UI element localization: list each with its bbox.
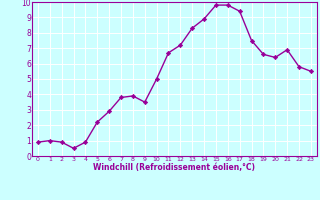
X-axis label: Windchill (Refroidissement éolien,°C): Windchill (Refroidissement éolien,°C) bbox=[93, 163, 255, 172]
